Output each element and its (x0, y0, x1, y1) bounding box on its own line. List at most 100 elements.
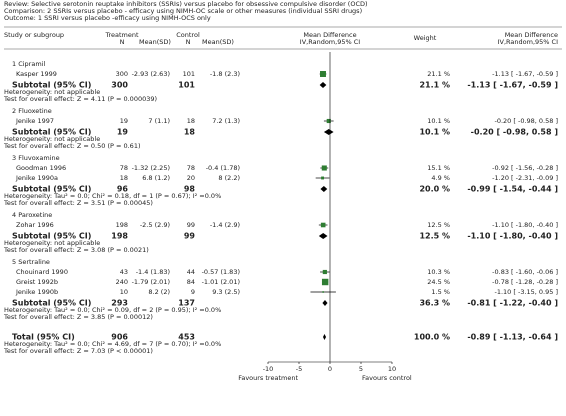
control-n: 99 (184, 232, 196, 241)
treatment-n: 18 (120, 174, 128, 182)
group-title: 3 Fluvoxamine (12, 154, 60, 162)
weight-square (321, 278, 329, 286)
weight: 4.9 % (431, 174, 450, 182)
overall-test: Test for overall effect: Z = 3.51 (P = 0… (3, 199, 153, 207)
subtotal-label: Subtotal (95% CI) (12, 81, 91, 90)
col-header: Mean(SD) (202, 38, 234, 46)
overall-test: Test for overall effect: Z = 0.50 (P = 0… (3, 142, 141, 150)
control-n: 98 (184, 185, 196, 194)
subtotal-label: Subtotal (95% CI) (12, 128, 91, 137)
weight-square (322, 291, 324, 293)
group-title: 4 Paroxetine (12, 211, 52, 219)
treatment-n: 240 (116, 278, 128, 286)
md-label: -1.10 [ -1.80, -0.40 ] (492, 221, 558, 229)
weight: 21.1 % (427, 70, 450, 78)
md-label: -0.89 [ -1.13, -0.64 ] (467, 333, 558, 342)
control-n: 84 (187, 278, 195, 286)
md-label: -0.99 [ -1.54, -0.44 ] (467, 185, 558, 194)
col-header: Mean(SD) (139, 38, 171, 46)
treatment-n: 300 (116, 70, 128, 78)
diamond (319, 82, 327, 88)
treatment-n: 293 (111, 299, 128, 308)
col-header: IV,Random,95% CI (300, 38, 360, 46)
overall-test: Test for overall effect: Z = 4.11 (P = 0… (3, 95, 157, 103)
col-header: IV,Random,95% CI (498, 38, 558, 46)
weight-square (326, 118, 331, 124)
treatment-n: 96 (117, 185, 129, 194)
heterogeneity: Heterogeneity: Tau² = 0.0; Chi² = 0.18, … (4, 192, 221, 200)
heterogeneity: Heterogeneity: not applicable (4, 135, 100, 143)
treatment-n: 43 (120, 268, 128, 276)
heterogeneity: Heterogeneity: not applicable (4, 88, 100, 96)
x-tick-label: 0 (328, 365, 332, 373)
weight-square (322, 269, 327, 275)
x-label-left: Favours treatment (238, 374, 298, 382)
col-header: Weight (414, 34, 437, 42)
study-name: Jenike 1997 (15, 117, 54, 125)
treatment-mean-sd: -2.93 (2.63) (132, 70, 170, 78)
weight: 36.3 % (419, 299, 450, 308)
weight: 15.1 % (427, 164, 450, 172)
diamond (323, 129, 334, 135)
study-name: Jenike 1990a (15, 174, 58, 182)
study-name: Greist 1992b (16, 278, 58, 286)
group-title: 5 Sertraline (12, 258, 50, 266)
overall-test: Test for overall effect: Z = 3.08 (P = 0… (3, 246, 149, 254)
weight: 100.0 % (414, 333, 450, 342)
treatment-mean-sd: -2.5 (2.9) (140, 221, 170, 229)
control-n: 101 (183, 70, 195, 78)
overall-test: Test for overall effect: Z = 7.03 (P < 0… (3, 347, 153, 355)
comparison: Comparison: 2 SSRIs versus placebo - eff… (4, 7, 362, 15)
treatment-n: 10 (120, 288, 128, 296)
diamond (318, 233, 328, 239)
md-label: -0.78 [ -1.28, -0.28 ] (492, 278, 558, 286)
subtotal-label: Subtotal (95% CI) (12, 185, 91, 194)
col-header: Control (176, 31, 200, 39)
outcome: Outcome: 1 SSRI versus placebo -efficacy… (4, 14, 211, 22)
md-label: -0.81 [ -1.22, -0.40 ] (467, 299, 558, 308)
control-n: 78 (187, 164, 195, 172)
treatment-n: 78 (120, 164, 128, 172)
x-tick-label: -10 (263, 365, 274, 373)
x-label-right: Favours control (362, 374, 412, 382)
control-n: 101 (178, 81, 195, 90)
treatment-n: 906 (111, 333, 128, 342)
treatment-mean-sd: 6.8 (1.2) (142, 174, 170, 182)
col-header: N (120, 38, 125, 46)
x-tick-label: -5 (296, 365, 302, 373)
group-title: 2 Fluoxetine (12, 107, 52, 115)
control-mean-sd: -0.4 (1.78) (206, 164, 240, 172)
col-header: N (186, 38, 191, 46)
control-n: 18 (187, 117, 195, 125)
md-label: -0.83 [ -1.60, -0.06 ] (492, 268, 558, 276)
weight: 21.1 % (419, 81, 450, 90)
treatment-n: 300 (111, 81, 128, 90)
control-mean-sd: -1.4 (2.9) (210, 221, 240, 229)
weight: 1.5 % (431, 288, 450, 296)
control-n: 9 (191, 288, 195, 296)
col-header: Study or subgroup (4, 31, 64, 39)
control-n: 44 (187, 268, 195, 276)
study-name: Kasper 1999 (16, 70, 57, 78)
weight-square (321, 176, 324, 180)
study-name: Chouinard 1990 (16, 268, 68, 276)
weight: 12.5 % (427, 221, 450, 229)
review: Review: Selective serotonin reuptake inh… (4, 0, 368, 8)
treatment-mean-sd: -1.32 (2.25) (132, 164, 170, 172)
weight: 24.5 % (427, 278, 450, 286)
weight-square (320, 222, 326, 228)
heterogeneity: Heterogeneity: Tau² = 0.0; Chi² = 0.09, … (4, 306, 221, 314)
md-label: -1.20 [ -2.31, -0.09 ] (492, 174, 558, 182)
treatment-mean-sd: 7 (1.1) (148, 117, 170, 125)
subtotal-label: Total (95% CI) (12, 333, 75, 342)
control-mean-sd: -1.01 (2.01) (202, 278, 240, 286)
md-label: -1.13 [ -1.67, -0.59 ] (467, 81, 558, 90)
weight-square (320, 71, 326, 77)
control-mean-sd: 9.3 (2.5) (212, 288, 240, 296)
x-tick-label: 10 (388, 365, 396, 373)
treatment-n: 198 (111, 232, 128, 241)
study-name: Zohar 1996 (16, 221, 54, 229)
treatment-n: 198 (116, 221, 128, 229)
md-label: -1.13 [ -1.67, -0.59 ] (492, 70, 558, 78)
treatment-mean-sd: 8.2 (2) (148, 288, 170, 296)
